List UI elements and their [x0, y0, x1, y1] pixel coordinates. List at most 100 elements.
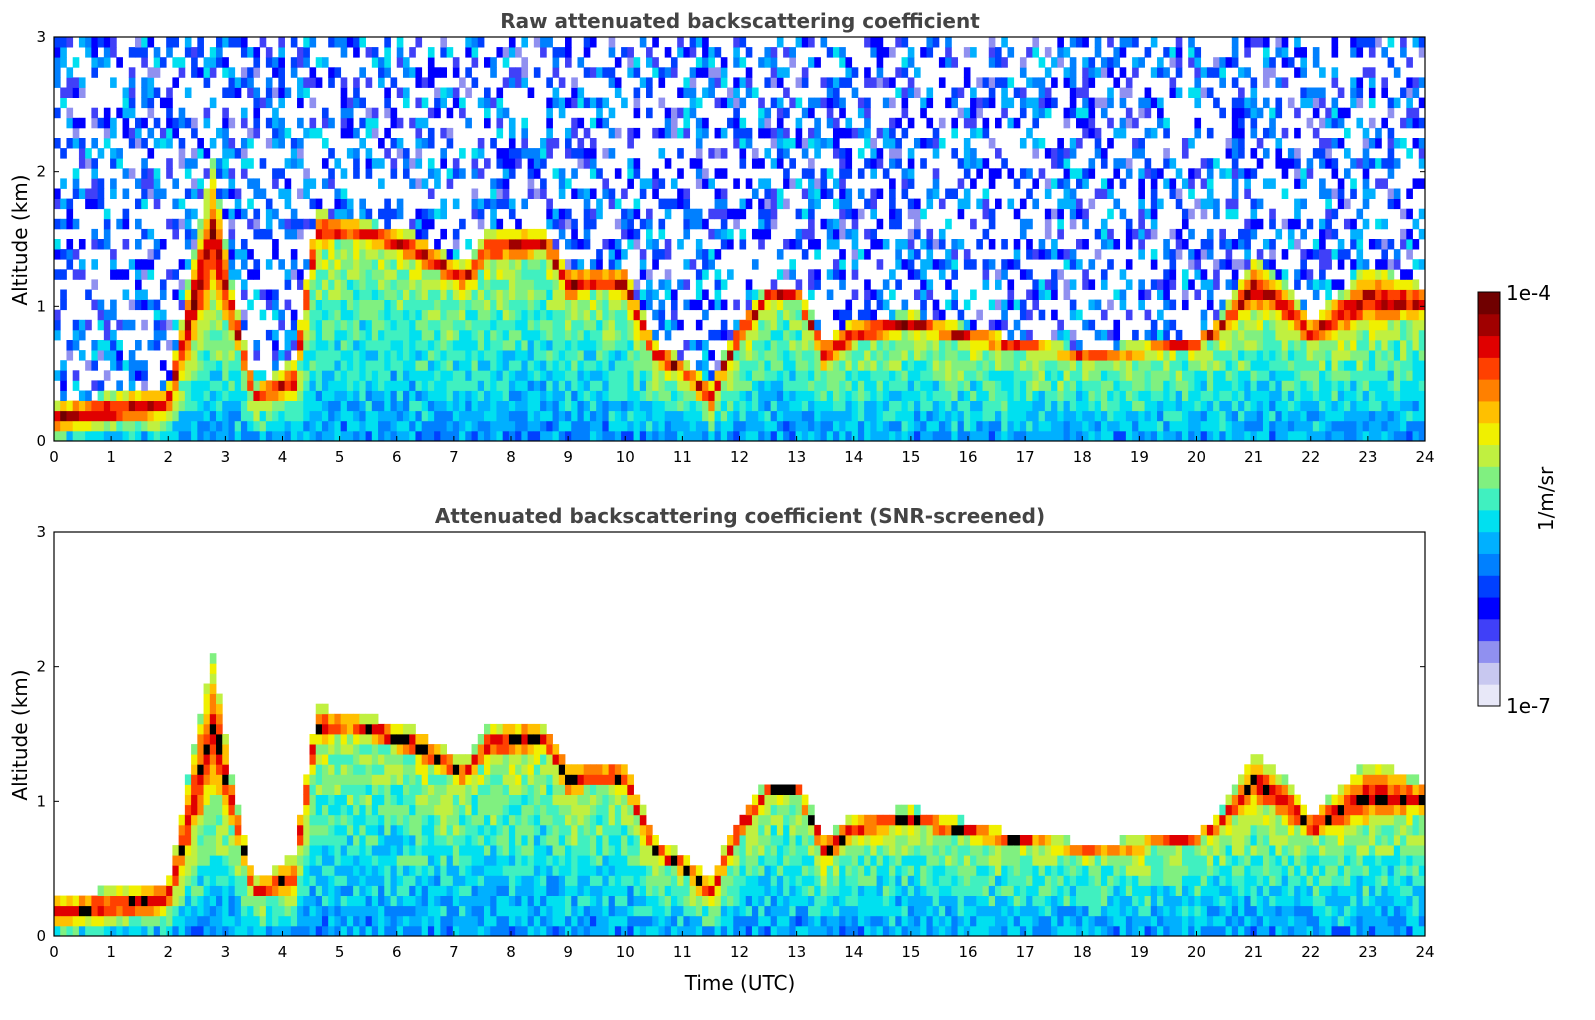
heatmap-cell: [864, 309, 871, 321]
heatmap-cell: [477, 239, 485, 250]
heatmap-cell: [633, 360, 641, 371]
heatmap-cell: [78, 390, 86, 401]
heatmap-cell: [695, 269, 703, 280]
heatmap-cell: [1238, 430, 1245, 442]
heatmap-cell: [334, 430, 342, 442]
heatmap-cell: [951, 420, 959, 432]
heatmap-cell: [527, 319, 535, 331]
heatmap-cell: [913, 400, 921, 412]
heatmap-cell: [1169, 77, 1177, 88]
heatmap-cell: [409, 239, 416, 250]
heatmap-cell: [396, 329, 404, 341]
heatmap-cell: [1107, 360, 1114, 371]
heatmap-cell: [596, 350, 603, 361]
heatmap-cell: [857, 148, 865, 159]
heatmap-cell: [396, 390, 404, 401]
heatmap-cell: [627, 279, 634, 290]
heatmap-cell: [596, 269, 603, 280]
heatmap-cell: [1225, 148, 1233, 159]
heatmap-cell: [901, 239, 909, 250]
heatmap-cell: [390, 309, 398, 321]
heatmap-cell: [1007, 390, 1015, 401]
heatmap-cell: [1001, 390, 1008, 401]
heatmap-cell: [216, 168, 223, 179]
heatmap-cell: [184, 279, 192, 290]
heatmap-cell: [808, 37, 815, 48]
heatmap-cell: [1269, 380, 1276, 391]
heatmap-cell: [297, 218, 304, 230]
heatmap-cell: [739, 319, 747, 331]
heatmap-cell: [727, 97, 734, 109]
heatmap-cell: [240, 340, 248, 351]
heatmap-cell: [664, 198, 672, 210]
heatmap-cell: [1100, 67, 1108, 78]
heatmap-cell: [440, 390, 447, 401]
heatmap-cell: [197, 178, 204, 189]
heatmap-cell: [1013, 370, 1021, 381]
heatmap-cell: [533, 360, 541, 371]
heatmap-cell: [508, 117, 516, 129]
heatmap-cell: [789, 340, 796, 351]
heatmap-cell: [845, 340, 853, 351]
heatmap-cell: [1250, 37, 1258, 48]
heatmap-cell: [384, 370, 391, 381]
heatmap-cell: [54, 239, 61, 250]
heatmap-cell: [552, 410, 560, 422]
heatmap-cell: [147, 178, 155, 189]
heatmap-cell: [1069, 329, 1077, 341]
heatmap-cell: [159, 239, 167, 250]
heatmap-cell: [490, 390, 497, 401]
heatmap-cell: [745, 400, 753, 412]
heatmap-cell: [1001, 319, 1008, 331]
heatmap-cell: [839, 168, 846, 179]
heatmap-cell: [571, 430, 578, 442]
heatmap-cell: [1119, 208, 1127, 220]
heatmap-cell: [228, 67, 236, 78]
heatmap-cell: [390, 420, 398, 432]
heatmap-cell: [1032, 198, 1040, 210]
heatmap-cell: [920, 329, 927, 341]
heatmap-cell: [1076, 208, 1083, 220]
heatmap-cell: [988, 218, 996, 230]
heatmap-cell: [496, 249, 504, 260]
heatmap-cell: [851, 430, 859, 442]
panel-raw: Raw attenuated backscattering coefficien…: [8, 9, 1435, 466]
heatmap-cell: [228, 87, 236, 98]
heatmap-cell: [340, 340, 348, 351]
heatmap-cell: [1007, 340, 1015, 351]
heatmap-cell: [159, 400, 167, 412]
heatmap-cell: [515, 249, 522, 260]
heatmap-cell: [938, 57, 946, 68]
heatmap-cell: [901, 168, 909, 179]
heatmap-cell: [78, 138, 86, 149]
heatmap-cell: [1026, 188, 1033, 199]
heatmap-cell: [976, 77, 983, 88]
heatmap-cell: [434, 269, 441, 280]
heatmap-cell: [808, 309, 815, 321]
heatmap-cell: [783, 370, 790, 381]
heatmap-cell: [820, 350, 828, 361]
heatmap-cell: [297, 228, 304, 240]
heatmap-cell: [1256, 279, 1264, 290]
heatmap-cell: [1256, 249, 1264, 260]
heatmap-cell: [1150, 259, 1158, 270]
heatmap-cell: [278, 309, 285, 321]
heatmap-cell: [384, 420, 391, 432]
heatmap-cell: [309, 410, 317, 422]
heatmap-cell: [72, 249, 80, 260]
heatmap-cell: [1082, 57, 1089, 68]
heatmap-cell: [253, 430, 261, 442]
heatmap-cell: [452, 400, 460, 412]
heatmap-cell: [222, 208, 229, 220]
heatmap-cell: [128, 410, 136, 422]
heatmap-cell: [758, 218, 765, 230]
heatmap-cell: [340, 319, 348, 331]
heatmap-cell: [851, 239, 859, 250]
heatmap-cell: [527, 400, 535, 412]
heatmap-cell: [496, 158, 504, 169]
heatmap-cell: [502, 57, 510, 68]
heatmap-cell: [1225, 350, 1233, 361]
heatmap-cell: [371, 400, 379, 412]
heatmap-cell: [1244, 239, 1251, 250]
heatmap-cell: [421, 259, 429, 270]
